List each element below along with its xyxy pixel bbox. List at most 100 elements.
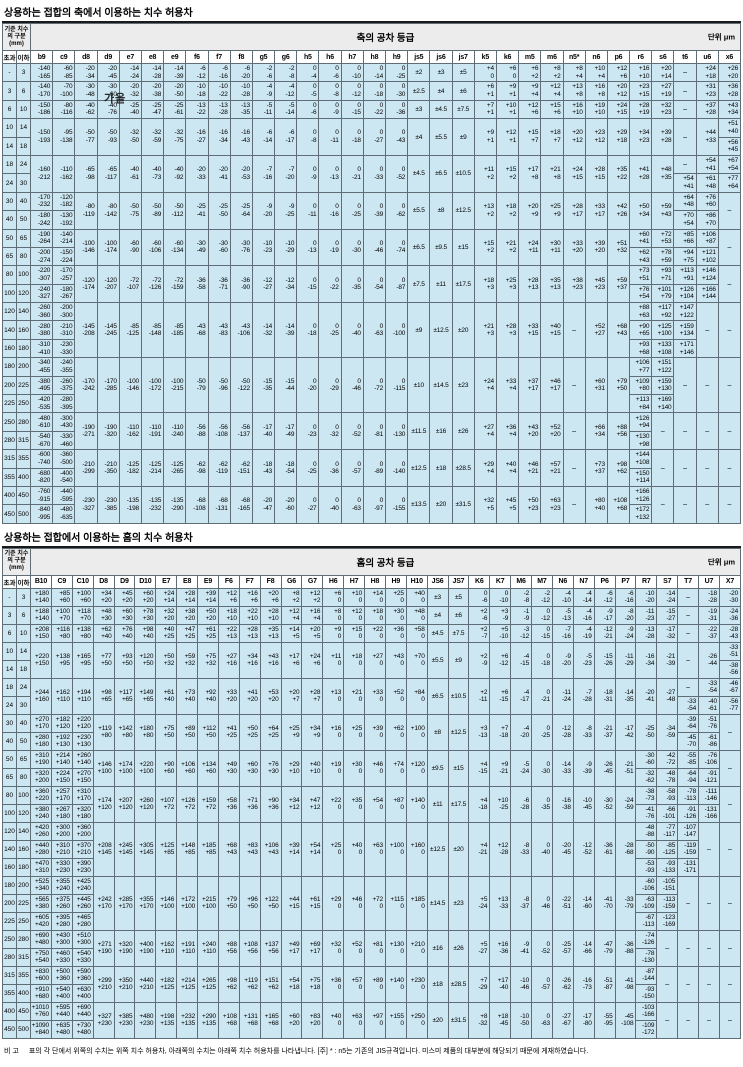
value-cell: +16 0 [322,713,345,751]
value-cell: -150 -224 [52,246,76,267]
col-header-D9: D9 [113,574,136,589]
value-cell: – [677,875,699,931]
value-cell: -110 -162 [52,154,76,193]
size-over-cell: 140 [2,839,17,859]
value-cell: +35 +13 [259,623,282,643]
value-cell: -9 -39 [572,749,595,787]
value-cell: -39 -64 [677,713,699,733]
value-cell: +67 +54 [717,154,742,175]
value-cell: -50 -96 [207,357,231,414]
table-row: 180 200 +525 +340 +355 +240 +425 +240 +242 +170 +2… [2,875,742,931]
value-cell: 0 -9 [318,99,342,120]
value-cell: -10 -18 [185,81,209,101]
col-header-js7: js7 [451,50,475,64]
value-cell: +32 +5 [473,485,497,524]
value-cell: -17 -49 [274,412,298,451]
table-row: 400 450 -760 -915 -440 -595 -230 -327 -230 -385 -1… [2,485,742,524]
value-cell: ±3 [426,587,449,607]
col-header-D10: D10 [134,574,157,589]
value-cell: – [718,875,742,931]
size-under-cell: 180 [16,857,31,877]
value-cell: +120 +50 [134,641,157,679]
size-over-cell: 180 [2,875,17,895]
value-cell: 0 -63 [340,485,364,524]
value-cell: +75 +32 [197,641,219,679]
value-cell: – [717,265,742,304]
value-cell: ±13.5 [407,485,431,524]
value-cell: +24 +15 [562,154,586,193]
value-cell: – [717,485,742,524]
value-cell: +57 0 [343,965,365,1003]
size-under-cell: 200 [16,357,31,377]
table-row: 65 80 +320 +200 +224 +150 +270 +150 -32 -62 -48 -78… [2,767,741,787]
value-cell: +29 0 [322,875,345,931]
shaft-table-title: 상용하는 접합의 축에서 이용하는 치수 허용차 [2,3,741,23]
value-cell: -100 -146 [74,228,98,267]
value-cell: -55 -95 [593,1001,616,1039]
value-cell: -22 -51 [551,875,574,931]
size-under-cell: 10 [16,99,31,120]
value-cell: +6 +1 [473,81,497,101]
value-cell: -100 -215 [163,357,187,414]
value-cell: +220 +120 [71,713,94,733]
value-cell: 0 -25 [340,191,364,230]
value-cell: 0 -35 [340,265,364,304]
value-cell: +48 0 [405,605,428,625]
value-cell: 0 -11 [296,191,320,230]
value-cell: +41 +25 [217,713,240,751]
value-cell: -5 -14 [274,99,298,120]
value-cell: -200 -274 [29,246,54,267]
value-cell: +430 +300 [50,929,73,949]
value-cell: +480 +230 [134,1001,157,1039]
value-cell: – [651,412,675,451]
col-header-F8: F8 [259,574,282,589]
value-cell: -17 -40 [251,412,276,451]
value-cell: +420 +260 [30,821,52,841]
value-cell: 0 -36 [318,449,342,487]
value-cell: +24 +11 [518,228,542,267]
value-cell: ±4 [429,81,453,101]
value-cell: ±2.5 [407,81,431,101]
value-cell: -21 -39 [656,641,679,679]
value-cell: +28 +17 [562,191,586,230]
value-cell: +2 -6 [468,605,491,625]
size-under-cell: 50 [16,731,31,751]
col-header-u6: u6 [695,50,719,64]
value-cell: 0 -18 [531,641,553,679]
size-over-cell: 18 [2,154,17,175]
value-cell: +117 +65 [113,677,136,715]
value-cell: +10 -25 [489,785,512,823]
value-cell: +172 +132 [629,504,653,524]
over-label: 초과 [2,574,17,589]
value-cell: +320 +190 [113,929,136,967]
value-cell: +8 0 [322,605,345,625]
value-cell: +260 +140 [71,749,94,769]
size-over-cell: 200 [2,375,17,396]
value-cell: +240 +110 [197,929,219,967]
value-cell: -110 -162 [118,412,142,451]
value-cell: +40 0 [322,1001,345,1039]
value-cell: +90 +36 [259,785,282,823]
size-under-cell: 6 [16,81,31,101]
value-cell: +61 +25 [197,623,219,643]
value-cell: +138 +95 [50,641,73,679]
size-under-cell: 180 [16,338,31,359]
value-cell: -27 -48 [656,677,679,715]
value-cell: -280 -395 [52,394,76,414]
value-cell: -60 -134 [163,228,187,267]
col-header-t6: t6 [673,50,697,64]
value-cell: -210 -310 [52,320,76,340]
value-cell: 0 -5 [296,81,320,101]
value-cell: +20 +6 [259,587,282,607]
value-cell: +510 +300 [71,929,94,949]
value-cell: ±23 [447,875,470,931]
value-cell: +58 +36 [217,785,240,823]
value-cell: +64 +48 [673,191,697,212]
size-under-cell: 40 [16,713,31,733]
value-cell: +80 +40 [584,485,608,524]
value-cell: +88 +56 [606,412,631,451]
value-cell: +355 +170 [134,875,157,931]
value-cell: -13 -28 [635,623,658,643]
value-cell: +182 +125 [155,965,178,1003]
value-cell: -150 -193 [29,118,54,156]
